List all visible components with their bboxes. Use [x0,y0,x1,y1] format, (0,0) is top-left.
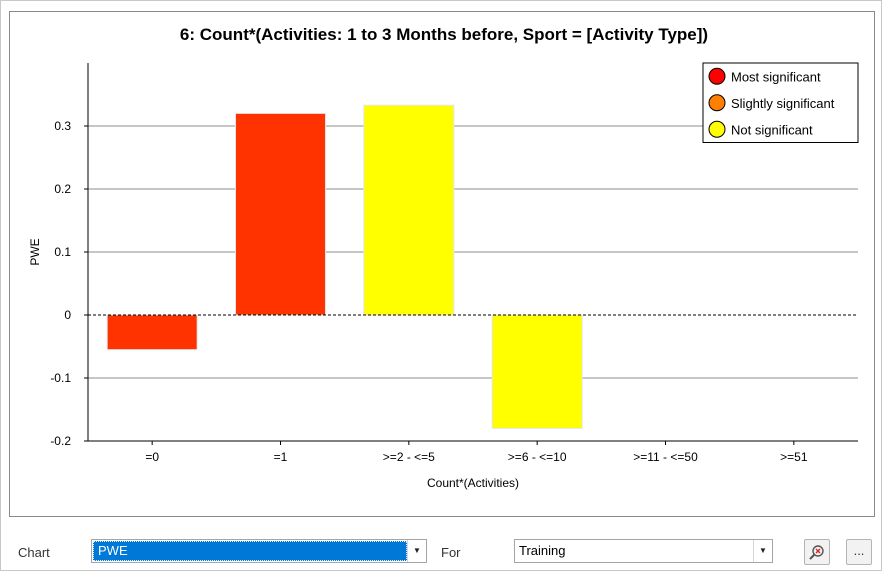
legend-label: Slightly significant [731,96,835,111]
chevron-down-icon[interactable]: ▼ [407,540,426,562]
legend-marker [708,120,726,138]
zoom-cancel-icon [809,545,824,560]
zoom-reset-button[interactable] [804,539,830,565]
more-options-button[interactable]: ... [846,539,872,565]
y-tick-label: 0 [64,308,71,322]
chart-select[interactable]: PWE ▼ [91,539,427,563]
bar [106,314,198,351]
y-tick-label: -0.1 [50,371,71,385]
x-tick-label: >=11 - <=50 [633,450,698,464]
for-select-value: Training [519,543,566,558]
legend-label: Most significant [731,69,821,84]
for-select[interactable]: Training ▼ [514,539,773,563]
chart-title: 6: Count*(Activities: 1 to 3 Months befo… [180,25,708,44]
x-tick-label: =1 [274,450,288,464]
y-tick-label: 0.2 [54,182,71,196]
x-tick-label: >=51 [780,450,808,464]
bar [235,112,326,316]
legend-marker [708,94,726,112]
x-tick-label: =0 [145,450,159,464]
chart-select-value: PWE [93,541,407,561]
for-select-label: For [441,545,461,560]
chart-panel: 6: Count*(Activities: 1 to 3 Months befo… [9,11,875,517]
x-axis-label: Count*(Activities) [427,476,519,490]
x-tick-label: >=2 - <=5 [383,450,435,464]
y-tick-label: 0.1 [54,245,71,259]
chart-select-label: Chart [18,545,50,560]
y-tick-label: 0.3 [54,119,71,133]
legend-label: Not significant [731,122,813,137]
legend-marker [708,67,726,85]
chevron-down-icon[interactable]: ▼ [753,540,772,562]
bar [491,314,583,429]
legend-box [702,62,859,143]
bar [363,104,455,316]
pwe-chart: 6: Count*(Activities: 1 to 3 Months befo… [28,25,859,490]
x-tick-label: >=6 - <=10 [508,450,567,464]
y-axis-label: PWE [28,238,42,265]
y-tick-label: -0.2 [50,434,71,448]
